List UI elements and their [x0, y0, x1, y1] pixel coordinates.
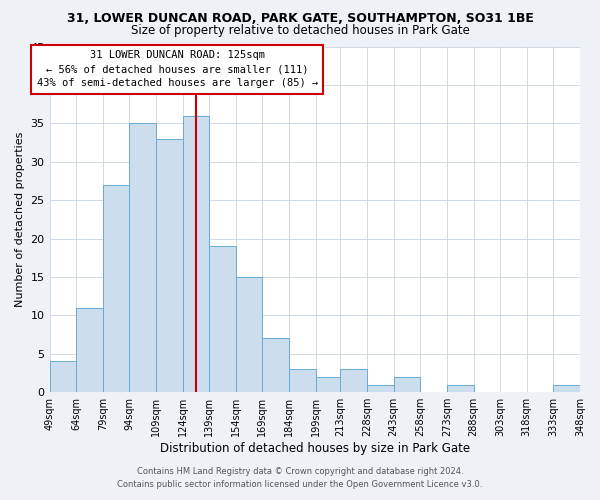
Bar [262, 338, 289, 392]
Bar [447, 384, 473, 392]
X-axis label: Distribution of detached houses by size in Park Gate: Distribution of detached houses by size … [160, 442, 470, 455]
Bar [182, 116, 209, 392]
Bar [236, 277, 262, 392]
Bar [553, 384, 580, 392]
Text: Contains HM Land Registry data © Crown copyright and database right 2024.
Contai: Contains HM Land Registry data © Crown c… [118, 468, 482, 489]
Bar [50, 362, 76, 392]
Text: 31 LOWER DUNCAN ROAD: 125sqm
← 56% of detached houses are smaller (111)
43% of s: 31 LOWER DUNCAN ROAD: 125sqm ← 56% of de… [37, 50, 318, 88]
Bar [367, 384, 394, 392]
Bar [316, 377, 342, 392]
Bar [103, 185, 130, 392]
Bar [156, 138, 182, 392]
Y-axis label: Number of detached properties: Number of detached properties [15, 132, 25, 307]
Bar [209, 246, 236, 392]
Bar [340, 369, 367, 392]
Bar [289, 369, 316, 392]
Bar [76, 308, 103, 392]
Text: Size of property relative to detached houses in Park Gate: Size of property relative to detached ho… [131, 24, 469, 37]
Bar [394, 377, 421, 392]
Bar [130, 124, 156, 392]
Text: 31, LOWER DUNCAN ROAD, PARK GATE, SOUTHAMPTON, SO31 1BE: 31, LOWER DUNCAN ROAD, PARK GATE, SOUTHA… [67, 12, 533, 26]
